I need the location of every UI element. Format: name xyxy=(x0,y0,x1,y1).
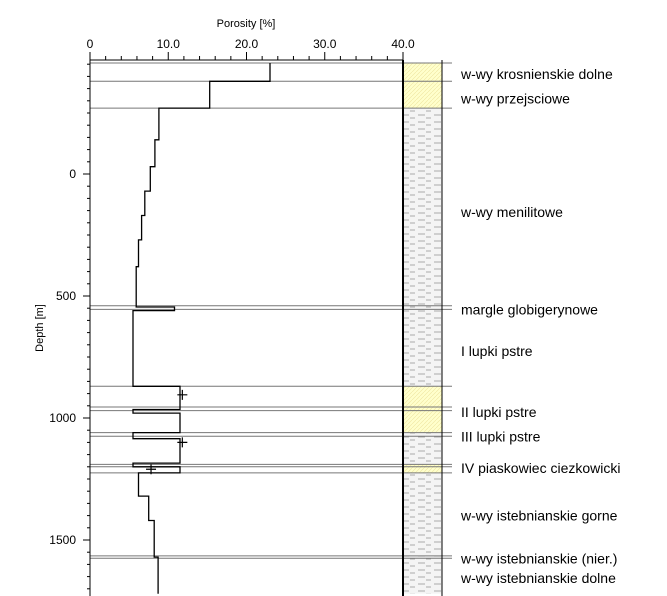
y-tick-label: 1500 xyxy=(49,533,76,547)
x-axis-ticks xyxy=(89,52,404,60)
lithology-segment xyxy=(403,432,442,465)
x-tick-label: 10.0 xyxy=(157,37,181,51)
y-tick-label: 0 xyxy=(69,167,76,181)
lithology-segment xyxy=(403,464,442,473)
y-tick-label: 1000 xyxy=(49,411,76,425)
x-tick-label: 20.0 xyxy=(235,37,259,51)
sample-marker xyxy=(146,464,157,475)
formation-label: margle globigerynowe xyxy=(461,301,598,317)
formation-labels: w-wy krosnienskie dolne w-wy przejsciowe w… xyxy=(460,66,621,586)
y-axis-title: Depth [m] xyxy=(34,304,46,352)
lithology-column xyxy=(403,62,442,594)
formation-label: I lupki pstre xyxy=(461,343,533,359)
formation-label: w-wy krosnienskie dolne xyxy=(460,66,613,82)
x-tick-label: 40.0 xyxy=(391,37,415,51)
y-axis-ticks xyxy=(83,63,90,590)
formation-label: II lupki pstre xyxy=(461,404,537,420)
sample-marker xyxy=(177,389,188,400)
formation-label: III lupki pstre xyxy=(461,428,541,444)
y-tick-label: 500 xyxy=(56,289,76,303)
lithology-segment xyxy=(403,108,442,387)
x-tick-label: 30.0 xyxy=(313,37,337,51)
formation-label: w-wy przejsciowe xyxy=(460,90,570,106)
lithology-segment xyxy=(403,472,442,594)
formation-label: w-wy menilitowe xyxy=(460,204,563,220)
lithology-segment xyxy=(403,62,442,109)
formation-label: w-wy istebnianskie gorne xyxy=(460,508,618,524)
x-axis-title: Porosity [%] xyxy=(217,18,276,30)
formation-label: w-wy istebnianskie dolne xyxy=(460,570,616,586)
formation-label: w-wy istebnianskie (nier.) xyxy=(460,550,617,566)
lithology-segment xyxy=(403,386,442,433)
formation-label: IV piaskowiec ciezkowicki xyxy=(461,460,621,476)
x-tick-label: 0 xyxy=(87,37,94,51)
sample-markers xyxy=(146,389,188,475)
porosity-series-line xyxy=(132,63,271,594)
x-axis-tick-labels: 0 10.0 20.0 30.0 40.0 xyxy=(87,37,415,51)
y-axis-tick-labels: 0 500 1000 1500 xyxy=(49,167,76,547)
sample-marker xyxy=(177,437,188,448)
